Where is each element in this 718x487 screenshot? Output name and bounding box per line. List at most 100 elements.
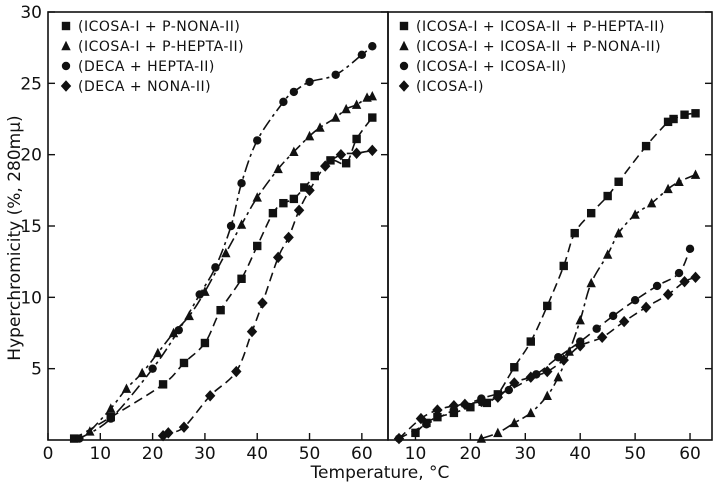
right-series-3-point (415, 412, 427, 425)
right-series-3-point (492, 391, 504, 403)
left-legend-label-2: (DECA + HEPTA-II) (78, 59, 215, 75)
left-x-tick-label: 0 (43, 444, 54, 464)
left-series-1-point (289, 146, 299, 157)
left-legend-label-1: (ICOSA-I + P-HEPTA-II) (78, 39, 244, 55)
left-series-0-point (158, 380, 168, 389)
right-series-3-point (690, 271, 701, 284)
right-series-1-point (509, 417, 520, 428)
right-series-0-point (663, 117, 673, 127)
right-series-1-point (674, 176, 684, 186)
right-series-1-point (476, 433, 487, 443)
left-x-tick-label: 40 (246, 444, 268, 464)
left-series-1-point (252, 192, 262, 202)
left-series-0-point (341, 159, 351, 168)
right-series-3-point (459, 398, 471, 411)
right-legend-marker-1 (399, 40, 409, 51)
left-series-3-point (293, 204, 305, 217)
left-y-tick-label: 10 (20, 288, 42, 308)
left-series-0-point (310, 171, 319, 181)
left-series-2-point (174, 325, 183, 335)
left-series-2-point (331, 70, 340, 79)
right-series-1-point (526, 407, 536, 418)
right-series-1-point (646, 197, 657, 208)
right-series-0-point (526, 337, 535, 346)
right-legend-marker-2 (399, 61, 409, 71)
right-series-1-point (663, 183, 673, 194)
left-series-1-point (236, 219, 247, 229)
left-series-3-point (163, 427, 174, 439)
left-series-0-point (200, 338, 210, 348)
left-series-3-point (204, 390, 216, 402)
right-series-0-point (559, 261, 568, 271)
left-series-0-point (237, 274, 246, 283)
left-series-2-point (253, 136, 262, 145)
left-legend-marker-3 (60, 80, 72, 92)
left-series-2-point (305, 77, 314, 87)
right-series-3-point (558, 354, 569, 366)
right-series-2-point (592, 324, 601, 333)
left-legend-label-3: (DECA + NONA-II) (78, 79, 211, 95)
right-series-0-point (603, 191, 612, 201)
right-legend-label-0: (ICOSA-I + ICOSA-II + P-HEPTA-II) (416, 19, 665, 35)
left-series-0-point (352, 134, 361, 144)
left-series-1-curve (89, 95, 373, 432)
right-x-tick-label: 30 (514, 444, 536, 464)
right-series-0-point (641, 141, 651, 151)
left-series-1-point (304, 130, 315, 141)
right-legend-label-3: (ICOSA-I) (416, 79, 484, 95)
right-series-0-point (691, 109, 700, 118)
left-x-tick-label: 10 (89, 444, 111, 464)
right-x-tick-label: 60 (679, 444, 701, 464)
left-legend-marker-2 (61, 61, 71, 71)
left-series-2-point (289, 87, 299, 97)
right-series-3-point (448, 400, 460, 412)
left-series-3-point (231, 365, 242, 378)
left-series-1-point (221, 247, 231, 258)
right-legend-label-2: (ICOSA-I + ICOSA-II) (416, 59, 567, 75)
right-series-1-point (493, 427, 503, 438)
right-series-2-point (504, 385, 514, 395)
left-series-2-point (148, 364, 157, 373)
right-series-2-point (652, 281, 662, 291)
right-series-3-point (432, 404, 443, 416)
left-series-2-point (195, 290, 204, 299)
left-series-3-point (304, 184, 315, 197)
right-series-0-point (411, 428, 420, 438)
left-series-0-point (368, 113, 377, 122)
left-series-1-point (351, 99, 362, 109)
right-series-3-point (393, 432, 405, 445)
left-x-tick-label: 30 (194, 444, 216, 464)
right-series-1-point (553, 372, 563, 382)
right-series-1-point (630, 209, 640, 219)
right-x-tick-label: 20 (460, 444, 482, 464)
left-series-0-point (268, 208, 278, 218)
right-series-3-point (575, 340, 586, 352)
left-series-2-point (368, 42, 377, 51)
left-y-tick-label: 20 (20, 146, 42, 166)
left-x-tick-label: 50 (299, 444, 321, 464)
right-series-1-point (542, 390, 552, 400)
right-series-3-point (476, 395, 487, 408)
right-series-3-point (542, 365, 553, 378)
right-series-0-point (586, 208, 596, 218)
right-series-3-point (618, 315, 630, 328)
right-series-1-point (586, 277, 596, 288)
right-series-1-point (575, 314, 585, 325)
left-series-1-point (341, 103, 351, 114)
y-axis-title: Hyperchromicity (%, 280mμ) (5, 115, 25, 360)
left-x-tick-label: 60 (351, 444, 373, 464)
right-x-tick-label: 10 (405, 444, 427, 464)
left-series-0-point (179, 358, 189, 368)
right-series-2-point (674, 268, 684, 278)
right-series-3-point (679, 275, 690, 288)
left-series-3-point (351, 147, 362, 159)
left-y-tick-label: 25 (20, 74, 42, 94)
right-series-3-point (525, 371, 536, 383)
right-series-1-point (690, 169, 701, 179)
left-legend-marker-0 (61, 21, 71, 31)
left-series-0-point (69, 434, 79, 443)
left-series-1-point (85, 426, 95, 436)
right-panel: 10 20 30 40 50 60 (ICOSA-I + ICOSA-II + P-HEPT… (387, 11, 713, 464)
left-series-2-point (75, 434, 84, 443)
